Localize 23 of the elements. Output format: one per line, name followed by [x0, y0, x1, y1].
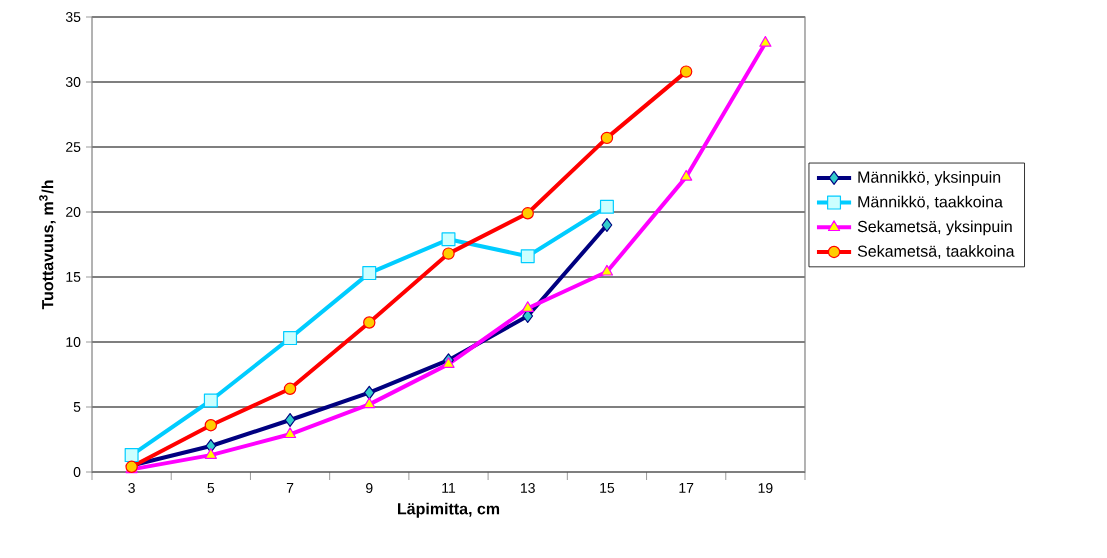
x-tick-label: 11 — [442, 483, 456, 493]
y-tick-label: 10 — [66, 337, 81, 347]
x-tick-label: 13 — [521, 483, 535, 493]
legend-label: Sekametsä, yksinpuin — [857, 220, 1012, 236]
x-tick-label: 9 — [366, 483, 373, 493]
legend-label: Männikkö, taakkoina — [858, 195, 1003, 210]
y-tick-label: 15 — [66, 272, 81, 282]
x-tick-label: 5 — [207, 483, 215, 493]
x-axis-title: Läpimitta, cm — [398, 502, 500, 518]
y-tick-label: 35 — [65, 12, 81, 22]
x-tick-label: 15 — [600, 483, 615, 493]
x-tick-label: 3 — [128, 483, 135, 493]
x-tick-label: 7 — [286, 483, 294, 493]
x-tick-label: 17 — [679, 483, 694, 493]
legend-label: Sekametsä, taakkoina — [857, 245, 1015, 259]
y-tick-label: 30 — [65, 77, 81, 87]
y-tick-label: 0 — [73, 467, 81, 477]
y-axis-title: Tuottavuus, m$^{3}$/h — [39, 180, 56, 310]
y-tick-label: 5 — [73, 402, 81, 412]
x-tick-label: 19 — [758, 483, 773, 493]
y-tick-label: 25 — [66, 142, 81, 152]
legend-label: Männikkö, yksinpuin — [858, 171, 1001, 186]
y-tick-label: 20 — [66, 207, 81, 217]
